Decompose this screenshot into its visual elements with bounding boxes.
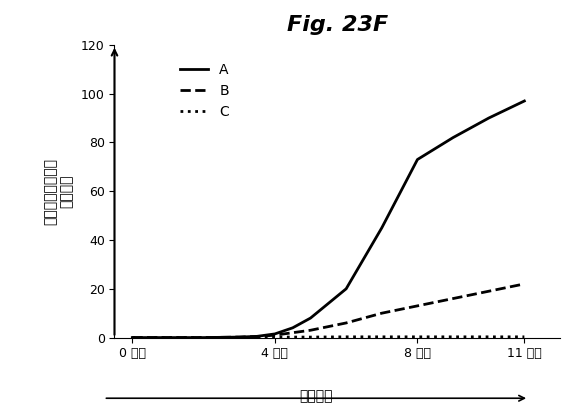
A: [485, 116, 492, 121]
A: [254, 334, 260, 339]
B: [485, 289, 492, 294]
B: [271, 333, 278, 338]
C: [200, 335, 207, 340]
A: [289, 325, 296, 330]
B: [236, 334, 243, 339]
B: [521, 281, 528, 286]
Title: Fig. 23F: Fig. 23F: [286, 15, 388, 35]
Line: A: A: [132, 101, 524, 338]
C: [129, 335, 136, 340]
A: [414, 157, 421, 162]
B: [450, 296, 457, 301]
C: [378, 334, 385, 339]
C: [521, 334, 528, 339]
B: [343, 320, 350, 325]
A: [164, 335, 171, 340]
C: [450, 334, 457, 339]
B: [307, 328, 314, 333]
Line: C: C: [132, 337, 524, 338]
Line: B: B: [132, 284, 524, 338]
A: [521, 98, 528, 103]
C: [343, 334, 350, 339]
B: [164, 335, 171, 340]
C: [485, 334, 492, 339]
B: [200, 335, 207, 340]
C: [164, 335, 171, 340]
B: [254, 334, 260, 339]
B: [129, 335, 136, 340]
C: [414, 334, 421, 339]
B: [414, 304, 421, 309]
Legend: A, B, C: A, B, C: [175, 58, 235, 125]
A: [236, 334, 243, 339]
A: [450, 135, 457, 140]
A: [343, 286, 350, 291]
A: [129, 335, 136, 340]
C: [307, 334, 314, 339]
Text: 培養日数: 培養日数: [300, 389, 333, 403]
A: [271, 332, 278, 337]
C: [271, 334, 278, 339]
A: [200, 335, 207, 340]
A: [307, 316, 314, 321]
Y-axis label: 生存細胞の全数の
増殖倍数: 生存細胞の全数の 増殖倍数: [44, 158, 74, 225]
C: [236, 335, 243, 340]
A: [378, 225, 385, 230]
B: [378, 311, 385, 316]
